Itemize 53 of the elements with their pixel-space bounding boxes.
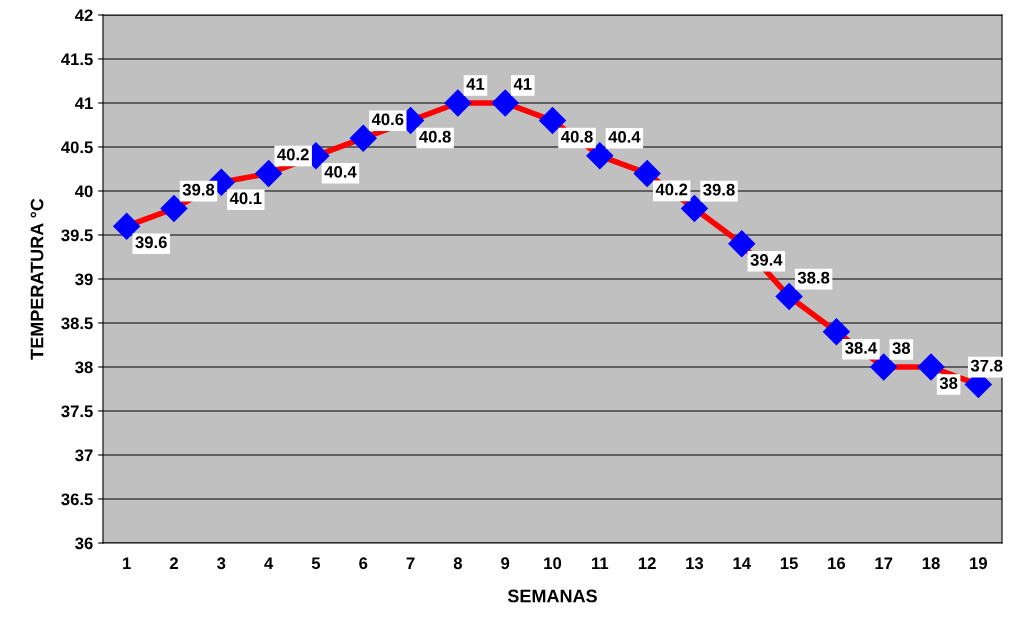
y-tick-label: 38.5	[61, 317, 93, 330]
data-label: 38.4	[845, 341, 878, 354]
y-tick-label: 36.5	[61, 493, 93, 506]
x-tick-label: 7	[406, 557, 415, 569]
x-tick-label: 4	[264, 557, 274, 569]
x-tick-label: 11	[592, 557, 609, 569]
data-label: 39.8	[182, 183, 215, 196]
y-tick-label: 40	[74, 185, 93, 198]
x-tick-label: 16	[828, 557, 846, 570]
data-label: 39.4	[750, 253, 783, 266]
x-tick-label: 6	[359, 557, 368, 570]
y-tick-label: 42	[74, 9, 93, 22]
x-tick-label: 12	[638, 557, 656, 569]
data-label: 40.2	[655, 183, 688, 196]
y-tick-label: 39	[75, 273, 93, 286]
data-label: 41	[513, 78, 532, 90]
data-label: 40.6	[371, 113, 404, 126]
y-axis-title: TEMPERATURA °C	[30, 198, 44, 360]
data-label: 40.1	[229, 192, 262, 205]
data-label: 40.8	[561, 130, 593, 143]
x-tick-label: 19	[970, 557, 987, 570]
data-label: 37.8	[970, 359, 1003, 372]
data-label: 38	[939, 377, 958, 389]
data-label: 40.4	[608, 130, 641, 143]
x-tick-label: 3	[217, 557, 226, 570]
y-tick-label: 37.5	[61, 405, 93, 418]
y-tick-label: 37	[75, 449, 93, 462]
data-label: 39.6	[135, 236, 167, 249]
x-tick-label: 10	[544, 557, 562, 570]
x-axis-title: SEMANAS	[507, 589, 597, 603]
x-tick-label: 15	[780, 557, 798, 570]
y-tick-label: 39.5	[61, 229, 93, 242]
x-tick-label: 5	[311, 557, 321, 570]
x-tick-label: 18	[922, 557, 940, 570]
y-tick-label: 41.5	[61, 53, 93, 66]
y-tick-label: 41	[74, 97, 93, 110]
data-label: 40.4	[324, 165, 357, 178]
data-label: 40.2	[277, 148, 309, 161]
data-label: 40.8	[419, 130, 451, 143]
data-label: 38	[892, 342, 911, 355]
x-tick-label: 8	[453, 557, 462, 570]
y-tick-label: 38	[75, 361, 93, 374]
x-tick-label: 13	[686, 557, 704, 570]
x-tick-label: 1	[123, 557, 131, 569]
y-tick-label: 36	[75, 537, 93, 550]
x-tick-label: 2	[169, 557, 178, 569]
data-label: 38.8	[797, 271, 830, 284]
data-label: 41	[466, 78, 485, 90]
x-tick-label: 14	[733, 557, 751, 569]
data-label: 39.8	[703, 183, 735, 196]
x-tick-label: 9	[501, 557, 510, 570]
y-tick-label: 40.5	[61, 141, 93, 154]
x-tick-label: 17	[875, 557, 893, 569]
